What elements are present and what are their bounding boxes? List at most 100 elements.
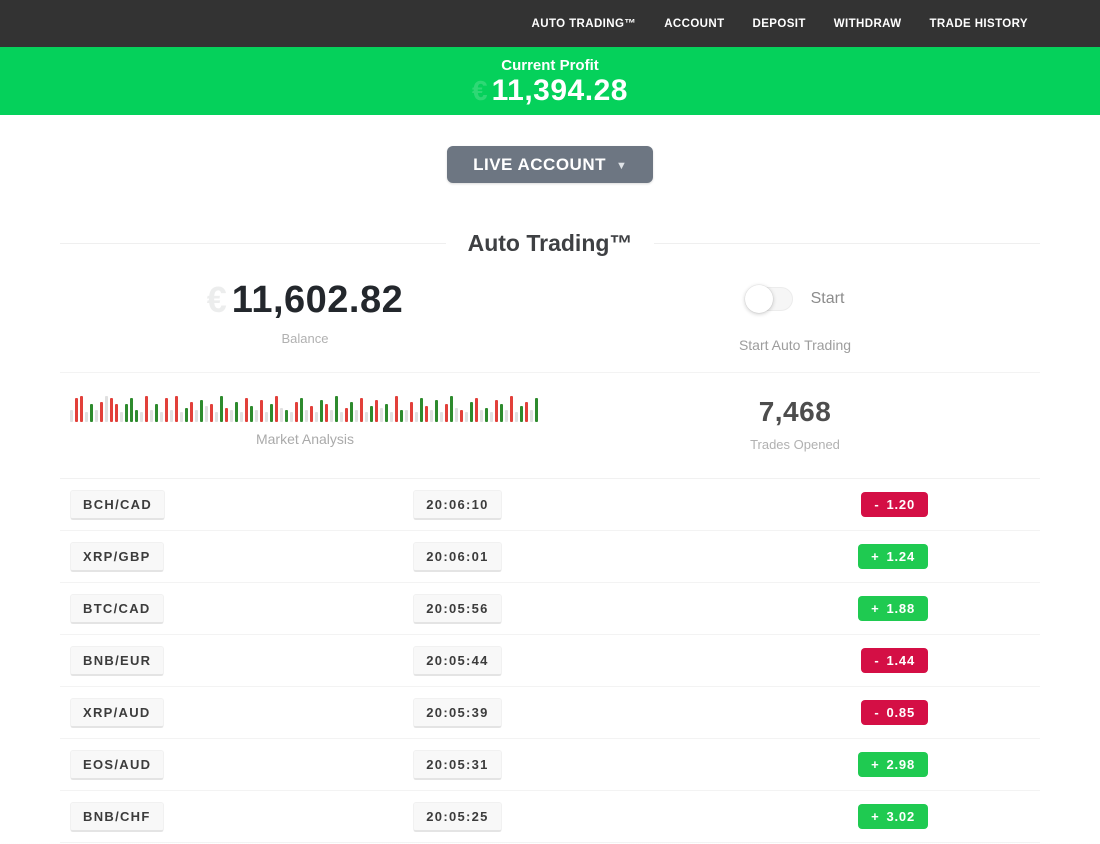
candlestick-bar bbox=[330, 410, 333, 422]
candlestick-bar bbox=[125, 404, 128, 422]
trade-row: BCH/CAD 20:06:10 -1.20 bbox=[60, 479, 1040, 531]
live-account-dropdown-button[interactable]: LIVE ACCOUNT ▼ bbox=[447, 146, 653, 183]
nav-item-auto-trading[interactable]: AUTO TRADING™ bbox=[531, 17, 637, 30]
candlestick-bar bbox=[355, 410, 358, 422]
trades-opened-value: 7,468 bbox=[758, 396, 832, 427]
candlestick-bar bbox=[510, 396, 513, 422]
candlestick-bar bbox=[380, 408, 383, 422]
candlestick-bar bbox=[215, 412, 218, 422]
candlestick-bar bbox=[255, 410, 258, 422]
balance-value: 11,602.82 bbox=[231, 279, 404, 321]
candlestick-bar bbox=[455, 408, 458, 422]
candlestick-bar bbox=[445, 404, 448, 422]
divider-right bbox=[654, 243, 1041, 244]
candlestick-bar bbox=[530, 410, 533, 422]
candlestick-bar bbox=[220, 396, 223, 422]
toggle-knob[interactable] bbox=[744, 285, 773, 313]
candlestick-bar bbox=[95, 410, 98, 422]
candlestick-bar bbox=[175, 396, 178, 422]
market-analysis-candlestick-strip bbox=[70, 392, 540, 422]
candlestick-bar bbox=[275, 396, 278, 422]
nav-item-withdraw[interactable]: WITHDRAW bbox=[833, 17, 902, 30]
pair-chip: BNB/CHF bbox=[70, 801, 164, 832]
candlestick-bar bbox=[385, 404, 388, 422]
candlestick-bar bbox=[115, 404, 118, 422]
pair-chip: EOS/AUD bbox=[70, 749, 165, 780]
candlestick-bar bbox=[165, 398, 168, 422]
trade-row: XRP/GBP 20:06:01 +1.24 bbox=[60, 531, 1040, 583]
candlestick-bar bbox=[280, 408, 283, 422]
candlestick-bar bbox=[420, 398, 423, 422]
pair-chip: BNB/EUR bbox=[70, 645, 165, 676]
nav-item-account[interactable]: ACCOUNT bbox=[664, 17, 725, 30]
time-chip: 20:05:39 bbox=[413, 697, 502, 728]
candlestick-bar bbox=[100, 402, 103, 422]
trade-row: BNB/CHF 20:05:25 +3.02 bbox=[60, 791, 1040, 843]
candlestick-bar bbox=[260, 400, 263, 422]
trade-result-badge: +1.24 bbox=[858, 544, 928, 569]
stats-row-balance: € 11,602.82 Balance Start Start Auto Tra… bbox=[60, 257, 1040, 373]
candlestick-bar bbox=[305, 410, 308, 422]
time-chip: 20:05:44 bbox=[413, 645, 502, 676]
pair-chip: BCH/CAD bbox=[70, 489, 166, 520]
trade-row: XRP/AUD 20:05:39 -0.85 bbox=[60, 687, 1040, 739]
candlestick-bar bbox=[200, 400, 203, 422]
candlestick-bar bbox=[240, 412, 243, 422]
candlestick-bar bbox=[390, 412, 393, 422]
candlestick-bar bbox=[335, 396, 338, 422]
candlestick-bar bbox=[295, 402, 298, 422]
candlestick-bar bbox=[500, 404, 503, 422]
trades-list: BCH/CAD 20:06:10 -1.20 XRP/GBP 20:06:01 … bbox=[60, 479, 1040, 843]
candlestick-bar bbox=[345, 408, 348, 422]
candlestick-bar bbox=[430, 410, 433, 422]
stats-row-analysis: Market Analysis 7,468 Trades Opened bbox=[60, 373, 1040, 479]
current-profit-banner: Current Profit € 11,394.28 bbox=[0, 47, 1100, 115]
candlestick-bar bbox=[180, 412, 183, 422]
candlestick-bar bbox=[425, 406, 428, 422]
top-nav: AUTO TRADING™ ACCOUNT DEPOSIT WITHDRAW T… bbox=[0, 0, 1100, 47]
balance-label: Balance bbox=[281, 331, 329, 346]
candlestick-bar bbox=[145, 396, 148, 422]
candlestick-bar bbox=[85, 412, 88, 422]
candlestick-bar bbox=[120, 412, 123, 422]
candlestick-bar bbox=[205, 406, 208, 422]
candlestick-bar bbox=[415, 412, 418, 422]
candlestick-bar bbox=[350, 402, 353, 422]
trade-result-badge: +3.02 bbox=[858, 804, 928, 829]
divider-left bbox=[60, 243, 446, 244]
candlestick-bar bbox=[460, 410, 463, 422]
trade-result-badge: -1.20 bbox=[861, 492, 928, 517]
pair-chip: XRP/GBP bbox=[70, 541, 164, 572]
candlestick-bar bbox=[135, 410, 138, 422]
candlestick-bar bbox=[190, 402, 193, 422]
candlestick-bar bbox=[110, 398, 113, 422]
candlestick-bar bbox=[285, 410, 288, 422]
candlestick-bar bbox=[235, 402, 238, 422]
candlestick-bar bbox=[465, 412, 468, 422]
candlestick-bar bbox=[185, 408, 188, 422]
trade-result-badge: +2.98 bbox=[858, 752, 928, 777]
nav-item-deposit[interactable]: DEPOSIT bbox=[752, 17, 806, 30]
candlestick-bar bbox=[375, 400, 378, 422]
faint-currency-icon: € bbox=[206, 279, 227, 320]
candlestick-bar bbox=[230, 410, 233, 422]
candlestick-bar bbox=[535, 398, 538, 422]
candlestick-bar bbox=[525, 402, 528, 422]
trades-opened-label: Trades Opened bbox=[750, 437, 840, 452]
candlestick-bar bbox=[440, 412, 443, 422]
faint-currency-icon: € bbox=[472, 74, 488, 106]
trade-result-badge: -0.85 bbox=[861, 700, 928, 725]
candlestick-bar bbox=[400, 410, 403, 422]
candlestick-bar bbox=[90, 404, 93, 422]
candlestick-bar bbox=[150, 410, 153, 422]
page-title: Auto Trading™ bbox=[467, 230, 633, 256]
start-toggle-label: Start bbox=[810, 290, 845, 307]
candlestick-bar bbox=[270, 404, 273, 422]
candlestick-bar bbox=[325, 404, 328, 422]
auto-trading-toggle[interactable] bbox=[744, 285, 793, 313]
time-chip: 20:06:01 bbox=[413, 541, 502, 572]
candlestick-bar bbox=[310, 406, 313, 422]
candlestick-bar bbox=[485, 408, 488, 422]
nav-item-trade-history[interactable]: TRADE HISTORY bbox=[929, 17, 1028, 30]
live-account-label: LIVE ACCOUNT bbox=[473, 154, 606, 174]
